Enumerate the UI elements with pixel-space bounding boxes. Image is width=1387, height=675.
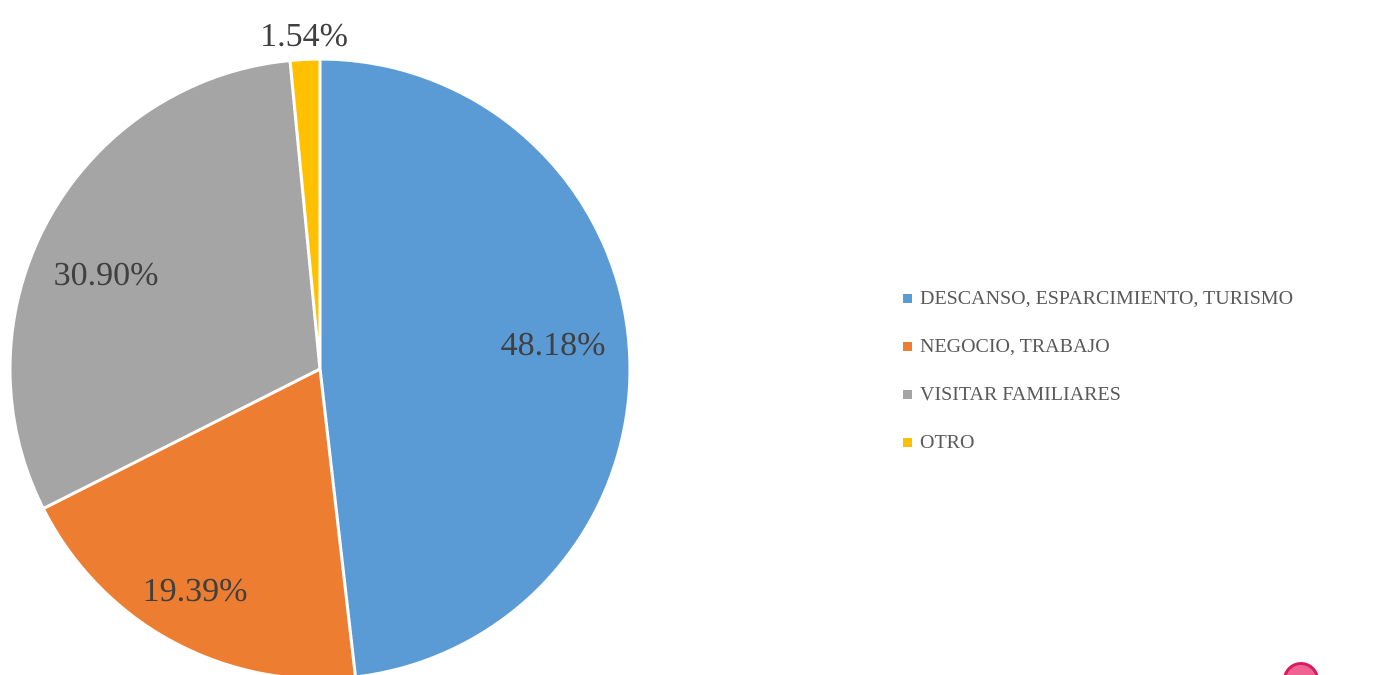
legend-item-1: NEGOCIO, TRABAJO — [903, 334, 1293, 358]
legend-label: DESCANSO, ESPARCIMIENTO, TURISMO — [920, 286, 1294, 309]
legend-swatch — [903, 293, 912, 303]
chart-legend: DESCANSO, ESPARCIMIENTO, TURISMO NEGOCIO,… — [903, 286, 1293, 454]
legend-label: VISITAR FAMILIARES — [920, 382, 1121, 405]
pie-slice-1 — [41, 367, 357, 675]
legend-label: NEGOCIO, TRABAJO — [920, 334, 1110, 357]
legend-swatch — [903, 437, 912, 447]
legend-item-2: VISITAR FAMILIARES — [903, 382, 1293, 406]
data-label-2: 30.90% — [54, 256, 159, 293]
legend-item-0: DESCANSO, ESPARCIMIENTO, TURISMO — [903, 286, 1293, 310]
legend-swatch — [903, 389, 912, 399]
legend-label: OTRO — [920, 430, 975, 453]
pie-slice-0 — [318, 57, 632, 675]
pie-slice-3 — [288, 57, 322, 371]
legend-swatch — [903, 341, 912, 351]
legend-item-3: OTRO — [903, 430, 1293, 454]
pie-slice-2 — [8, 58, 322, 511]
data-label-1: 19.39% — [143, 572, 248, 609]
data-label-3: 1.54% — [260, 17, 348, 54]
data-label-0: 48.18% — [501, 326, 606, 363]
